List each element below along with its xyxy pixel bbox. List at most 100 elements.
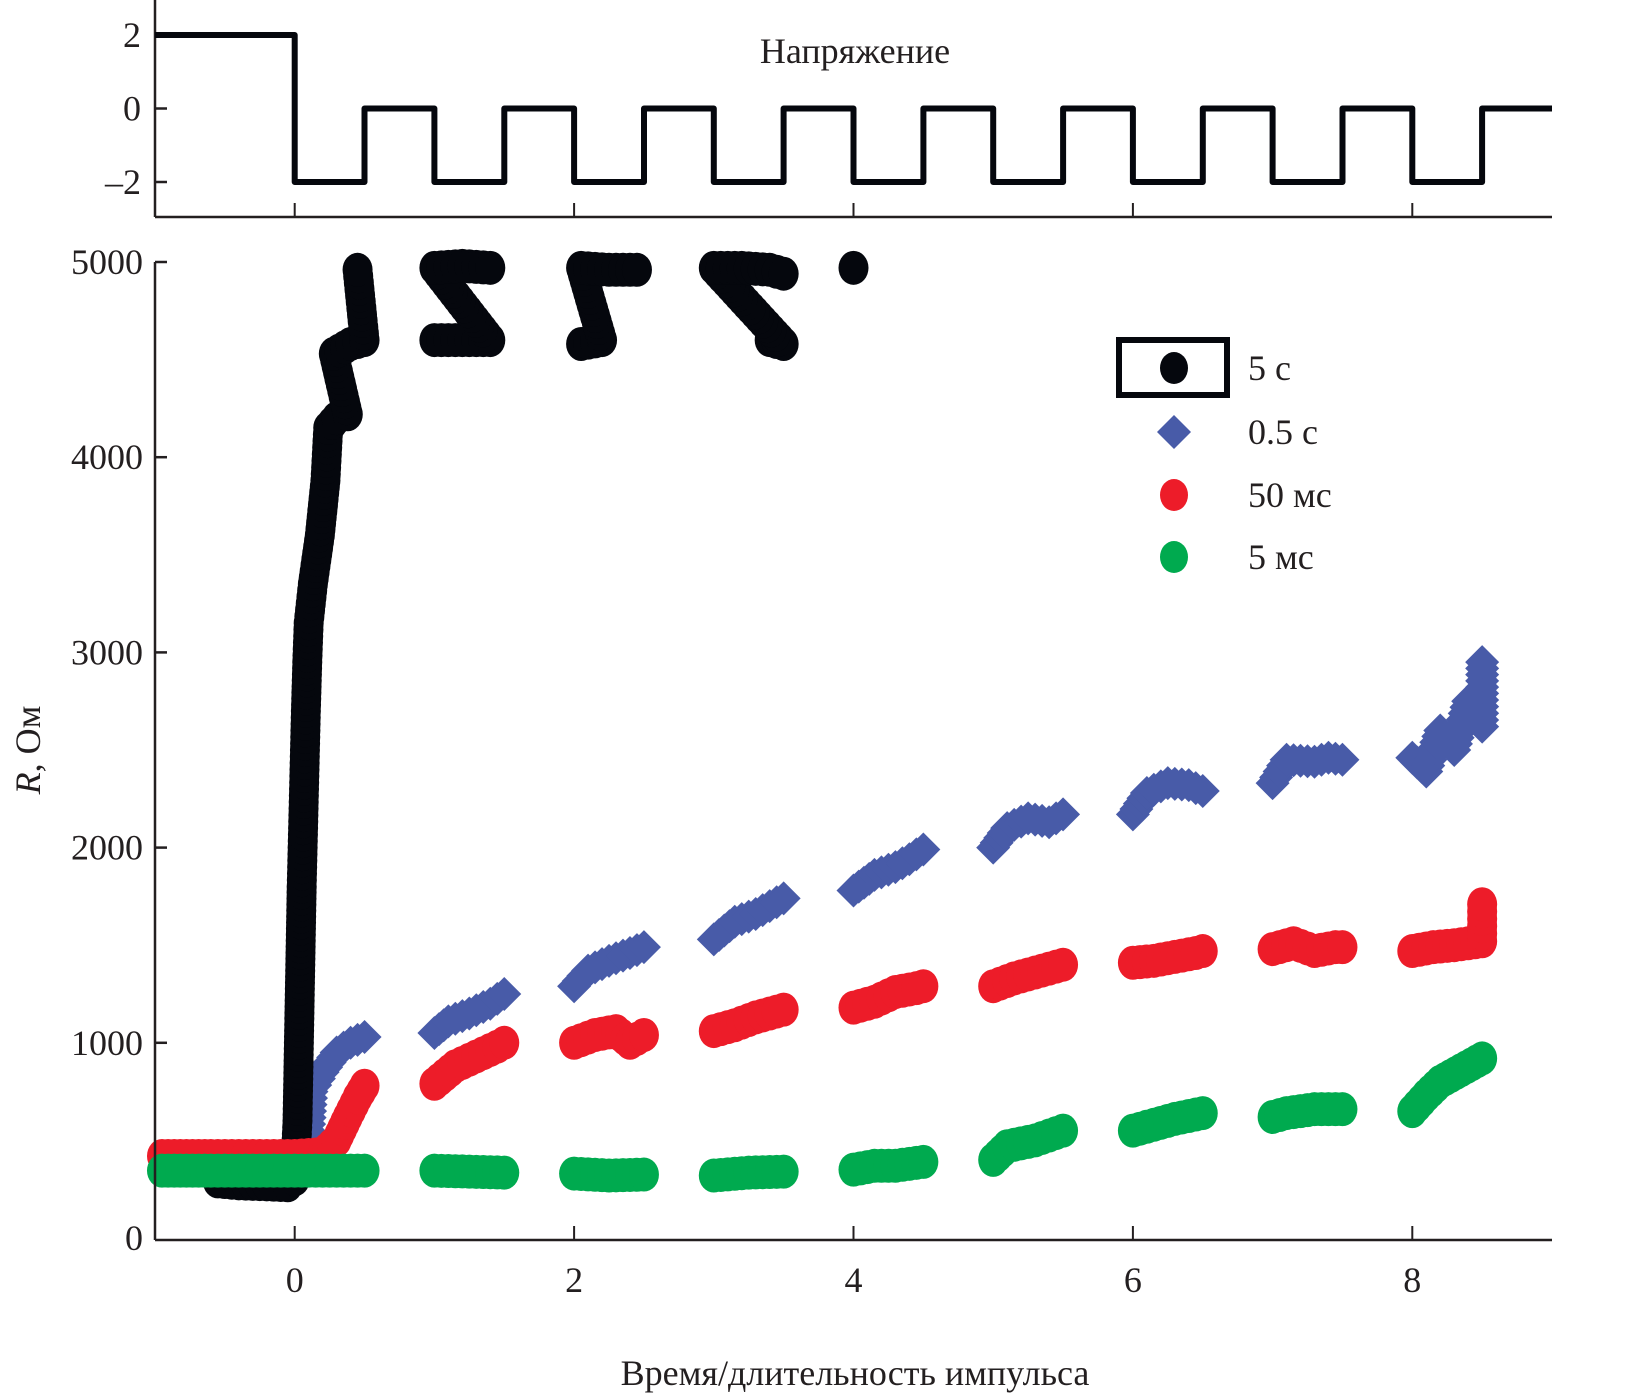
data-point-circle xyxy=(1467,1041,1498,1076)
data-point-diamond xyxy=(1046,797,1081,832)
data-point-circle xyxy=(1048,947,1079,982)
resistance-y-tick-label: 0 xyxy=(125,1218,143,1258)
series-segment xyxy=(557,930,661,1004)
data-point-circle xyxy=(908,1144,939,1179)
legend-marker-circle xyxy=(1160,479,1188,511)
series-segment xyxy=(419,1025,520,1101)
series-segment xyxy=(1117,934,1218,980)
series-segment xyxy=(836,832,941,908)
legend: 5 с 0.5 с 50 мс 5 мс xyxy=(1116,337,1332,577)
data-point-diamond xyxy=(1325,742,1360,777)
voltage-panel: 2 0 –2 Напряжение xyxy=(104,0,1552,219)
legend-label: 0.5 с xyxy=(1248,412,1318,452)
data-point-diamond xyxy=(1465,645,1500,680)
voltage-annotation: Напряжение xyxy=(760,31,950,71)
series-segment xyxy=(1257,1092,1358,1134)
series-segment xyxy=(1395,645,1500,789)
series-segment xyxy=(559,1014,659,1060)
data-point-diamond xyxy=(347,1019,382,1054)
series-5-мс xyxy=(146,1041,1498,1193)
series-segment xyxy=(417,977,522,1051)
voltage-series-line xyxy=(155,32,1552,185)
series-segment xyxy=(838,250,869,285)
resistance-x-tick-label: 6 xyxy=(1124,1260,1142,1300)
legend-marker-diamond xyxy=(1157,415,1191,449)
series-segment xyxy=(838,969,939,1025)
resistance-y-tick-label: 1000 xyxy=(71,1023,143,1063)
data-point-circle xyxy=(349,1068,380,1103)
series-segment xyxy=(1397,1041,1498,1129)
data-point-diamond xyxy=(906,832,941,867)
resistance-series-layer xyxy=(146,248,1500,1203)
series-5-с xyxy=(202,248,869,1203)
legend-item: 0.5 с xyxy=(1157,412,1318,452)
x-axis-title: Время/длительность импульса xyxy=(621,1353,1090,1393)
data-point-circle xyxy=(489,1155,520,1190)
data-point-circle xyxy=(1327,930,1358,965)
resistance-y-tick-label: 3000 xyxy=(71,632,143,672)
series-segment xyxy=(419,1153,520,1190)
series-segment xyxy=(838,1144,939,1187)
legend-label: 5 с xyxy=(1248,348,1291,388)
voltage-y-tick-label: 2 xyxy=(123,15,141,55)
data-point-circle xyxy=(628,1017,659,1052)
data-point-circle xyxy=(475,250,506,285)
voltage-y-tick-label: 0 xyxy=(123,89,141,129)
legend-label: 5 мс xyxy=(1248,537,1314,577)
data-point-circle xyxy=(768,1154,799,1189)
data-point-circle xyxy=(1187,934,1218,969)
y-axis-title-unit: , Ом xyxy=(8,706,48,773)
data-point-circle xyxy=(1048,1113,1079,1148)
series-segment xyxy=(978,947,1079,1004)
data-point-circle xyxy=(1327,1092,1358,1127)
data-point-circle xyxy=(838,250,869,285)
data-point-circle xyxy=(908,969,939,1004)
series-segment xyxy=(978,1113,1079,1177)
data-point-diamond xyxy=(626,930,661,965)
resistance-x-tick-label: 8 xyxy=(1403,1260,1421,1300)
resistance-y-tick-label: 5000 xyxy=(71,242,143,282)
data-point-circle xyxy=(628,1157,659,1192)
resistance-x-tick-label: 4 xyxy=(845,1260,863,1300)
series-segment xyxy=(1115,766,1220,832)
data-point-circle xyxy=(1467,887,1498,922)
legend-marker-circle xyxy=(1160,352,1188,384)
data-point-circle xyxy=(768,256,799,291)
series-segment xyxy=(1257,926,1358,969)
series-segment xyxy=(698,992,799,1049)
y-axis-title-symbol: R xyxy=(8,772,48,795)
resistance-x-tick-label: 2 xyxy=(565,1260,583,1300)
data-point-circle xyxy=(342,252,373,287)
data-point-circle xyxy=(349,1153,380,1188)
legend-item: 50 мс xyxy=(1160,475,1332,515)
legend-label: 50 мс xyxy=(1248,475,1332,515)
resistance-x-tick-label: 0 xyxy=(286,1260,304,1300)
data-point-circle xyxy=(768,992,799,1027)
legend-item: 5 мс xyxy=(1160,537,1314,577)
series-segment xyxy=(976,797,1081,865)
resistance-y-tick-label: 4000 xyxy=(71,437,143,477)
series-segment xyxy=(566,250,652,361)
series-segment xyxy=(698,250,799,361)
voltage-y-ticks: 2 0 –2 xyxy=(104,15,167,202)
data-point-circle xyxy=(489,1025,520,1060)
resistance-panel: 0 1000 2000 3000 4000 5000 0 2 4 6 8 Время/длител… xyxy=(8,242,1552,1393)
series-segment xyxy=(1117,1096,1218,1148)
voltage-x-ticks xyxy=(293,203,1414,217)
resistance-y-ticks: 0 1000 2000 3000 4000 5000 xyxy=(71,242,167,1258)
data-point-circle xyxy=(1187,1096,1218,1131)
series-segment xyxy=(146,1153,380,1188)
data-point-diamond xyxy=(1185,773,1220,808)
legend-highlight-box xyxy=(1116,337,1230,398)
resistance-y-tick-label: 2000 xyxy=(71,828,143,868)
data-point-diamond xyxy=(487,977,522,1011)
voltage-y-tick-label: –2 xyxy=(104,162,141,202)
legend-items: 5 с 0.5 с 50 мс 5 мс xyxy=(1157,348,1332,577)
series-segment xyxy=(419,248,506,358)
data-point-circle xyxy=(621,252,652,287)
series-segment xyxy=(698,1154,799,1193)
y-axis-title: R, Ом xyxy=(8,706,48,796)
legend-item: 5 с xyxy=(1160,348,1291,388)
series-segment xyxy=(696,881,801,957)
